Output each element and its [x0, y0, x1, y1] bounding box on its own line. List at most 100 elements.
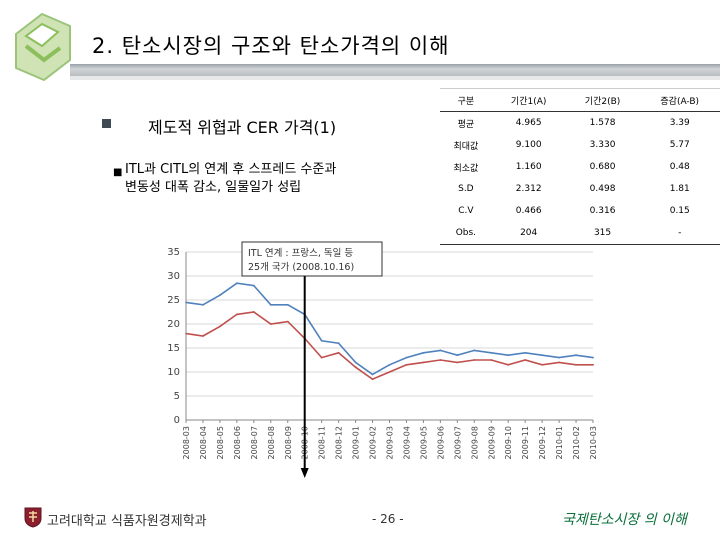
annotation-box — [241, 241, 383, 277]
series-point-cer — [388, 371, 391, 373]
x-tick-label: 2009-11 — [521, 426, 530, 459]
x-tick-label: 2008-12 — [335, 426, 344, 459]
table-cell: 0.498 — [589, 184, 616, 194]
series-point-cer — [422, 361, 425, 364]
x-tick-label: 2008-11 — [318, 426, 327, 459]
table-row: S.D 2.312 0.498 1.81 — [440, 178, 720, 200]
x-tick-label: 2009-10 — [504, 426, 513, 459]
x-tick-label: 2008-06 — [233, 426, 242, 459]
x-tick-label: 2008-07 — [250, 426, 259, 459]
x-tick-label: 2010-01 — [555, 426, 564, 459]
price-line-chart: 0 5 10 15 20 25 30 35 2008-03 2008-04 2008-05 2008-… — [167, 241, 598, 478]
table-row: C.V 0.466 0.316 0.15 — [440, 200, 720, 222]
y-tick-label: 15 — [167, 343, 180, 354]
y-tick-label: 0 — [174, 415, 180, 426]
series-point-cer — [473, 359, 476, 361]
x-tick-label: 2009-01 — [352, 426, 361, 459]
annotation-line-1: ITL 연계 : 프랑스, 독일 등 — [248, 247, 353, 259]
table-cell: 1.578 — [589, 118, 616, 128]
table-cell: 최소값 — [453, 163, 479, 174]
table-header-row: 구분 기간1(A) 기간2(B) 증감(A-B) — [440, 88, 720, 112]
university-logo-icon — [15, 12, 71, 82]
series-point-cer — [439, 359, 442, 361]
y-tick-label: 25 — [167, 295, 180, 306]
table-cell: 평균 — [457, 119, 475, 130]
table-cell: 0.680 — [589, 162, 616, 172]
series-point-cer — [337, 351, 340, 354]
series-point-cer — [524, 359, 527, 361]
series-point-cer — [592, 363, 594, 366]
table-row: Obs. 204 315 - — [440, 222, 720, 245]
page-number: - 26 - — [372, 512, 404, 526]
x-tick-label: 2009-03 — [386, 426, 395, 459]
series-point-eua — [592, 356, 594, 359]
table-cell: 3.39 — [669, 118, 690, 128]
series-point-eua — [405, 356, 408, 359]
series-point-eua — [575, 354, 577, 357]
series-point-eua — [202, 303, 204, 306]
series-point-eua — [219, 294, 221, 297]
series-point-cer — [558, 361, 560, 364]
series-point-cer — [354, 366, 357, 369]
x-tick-label: 2009-07 — [453, 426, 462, 459]
bullet-text: ■ ITL과 CITL의 연계 후 스프레드 수준과 변동성 대폭 감소, 일물… — [113, 161, 337, 197]
series-point-cer — [507, 363, 510, 366]
series-point-cer — [235, 313, 238, 316]
section-heading: 제도적 위협과 CER 가격(1) — [148, 118, 337, 137]
table-cell: 1.81 — [669, 184, 690, 194]
table-row: 평균 4.965 1.578 3.39 — [440, 112, 720, 135]
table-cell: - — [639, 222, 720, 245]
title-divider-shadow — [70, 76, 720, 80]
series-point-eua — [286, 303, 289, 306]
x-tick-label: 2008-09 — [284, 426, 293, 459]
series-point-cer — [575, 363, 577, 366]
table-cell: Obs. — [440, 222, 492, 245]
series-point-cer — [371, 378, 374, 381]
series-point-eua — [507, 354, 510, 357]
table-cell: S.D — [458, 184, 474, 194]
table-cell: 9.100 — [515, 140, 542, 150]
bullet-line-1: ITL과 CITL의 연계 후 스프레드 수준과 — [125, 162, 337, 177]
table-row: 최대값 9.100 3.330 5.77 — [440, 134, 720, 156]
table-header-cell: 구분 — [440, 88, 492, 112]
series-point-eua — [490, 351, 493, 354]
slide-title: 2. 탄소시장의 구조와 탄소가격의 이해 — [92, 34, 450, 58]
table-cell: 0.316 — [589, 206, 616, 216]
y-tick-label: 10 — [167, 367, 180, 378]
series-point-cer — [490, 359, 493, 361]
x-tick-label: 2008-03 — [182, 426, 191, 459]
series-point-cer — [202, 335, 204, 337]
table-header-cell: 증감(A-B) — [639, 88, 720, 112]
footer-university: 고려대학교 식품자원경제학과 — [47, 514, 207, 529]
annotation-line-2: 25개 국가 (2008.10.16) — [248, 262, 354, 273]
table-header-cell: 기간1(A) — [491, 88, 566, 112]
table-cell: 최대값 — [453, 141, 479, 152]
table-row: 최소값 1.160 0.680 0.48 — [440, 156, 720, 178]
series-point-eua — [235, 282, 238, 285]
series-point-eua — [252, 284, 255, 287]
series-point-eua — [473, 349, 476, 352]
series-line-cer — [185, 311, 593, 381]
x-tick-label: 2009-09 — [487, 426, 496, 459]
x-tick-label: 2010-03 — [589, 426, 598, 459]
annotation-arrowhead — [300, 468, 309, 478]
y-tick-label: 5 — [174, 391, 180, 402]
x-tick-label: 2009-08 — [470, 426, 479, 459]
series-point-eua — [422, 351, 425, 354]
series-point-cer — [456, 361, 459, 364]
square-bullet-icon — [102, 119, 111, 128]
x-tick-label: 2008-05 — [216, 426, 225, 459]
series-point-cer — [541, 363, 544, 366]
table-cell: 0.15 — [669, 206, 690, 216]
y-tick-label: 30 — [167, 271, 180, 282]
x-tick-label: 2009-04 — [402, 426, 411, 459]
x-tick-label: 2008-04 — [199, 426, 208, 459]
table-header-cell: 기간2(B) — [565, 88, 640, 112]
series-point-eua — [524, 351, 527, 354]
table-cell: 2.312 — [515, 184, 542, 194]
series-point-eua — [269, 303, 272, 306]
x-tick-label: 2009-12 — [538, 426, 547, 459]
series-point-eua — [388, 363, 391, 366]
x-tick-label: 2009-06 — [436, 426, 445, 459]
x-tick-label: 2009-02 — [369, 426, 378, 459]
